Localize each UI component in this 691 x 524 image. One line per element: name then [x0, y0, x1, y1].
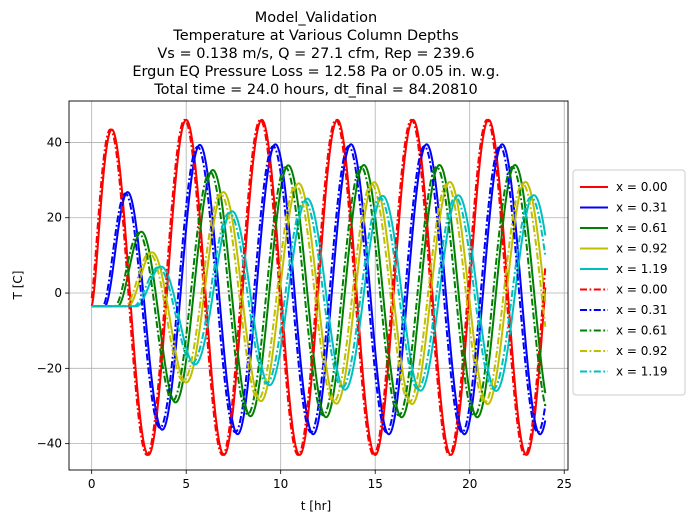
legend-entry-label: x = 0.92 — [616, 242, 668, 256]
series-lines — [90, 118, 547, 456]
plot-frame — [68, 100, 569, 471]
title-line-1: Model_Validation — [255, 10, 377, 26]
series-line-0 — [90, 118, 547, 456]
series-line-8 — [91, 182, 547, 404]
x-axis-ticks: 0 5 10 15 20 25 — [88, 470, 572, 491]
legend-entry-label: x = 0.00 — [616, 180, 668, 194]
y-tick-label: −40 — [37, 437, 62, 451]
legend-entry-label: x = 0.61 — [616, 324, 668, 338]
legend: x = 0.00 x = 0.31 x = 0.61 x = 0.92 x = 1.19… — [572, 169, 686, 396]
title-line-5: Total time = 24.0 hours, dt_final = 84.2… — [153, 82, 477, 98]
x-tick-label: 20 — [462, 477, 477, 491]
x-tick-label: 0 — [88, 477, 96, 491]
title-line-3: Vs = 0.138 m/s, Q = 27.1 cfm, Rep = 239.… — [157, 46, 474, 62]
legend-entry-label: x = 1.19 — [616, 262, 668, 276]
x-tick-label: 10 — [273, 477, 288, 491]
title-line-2: Temperature at Various Column Depths — [172, 28, 458, 44]
x-tick-label: 5 — [182, 477, 190, 491]
x-tick-label: 25 — [557, 477, 572, 491]
x-tick-label: 15 — [368, 477, 383, 491]
y-tick-label: 20 — [47, 211, 62, 225]
series-line-3 — [91, 180, 547, 406]
legend-entry-label: x = 0.31 — [616, 303, 668, 317]
y-axis-ticks: −40 −20 0 20 40 — [37, 135, 69, 451]
legend-entry-label: x = 0.92 — [616, 344, 668, 358]
series-line-6 — [91, 145, 547, 434]
series-line-2 — [91, 164, 547, 419]
legend-entry-label: x = 1.19 — [616, 365, 668, 379]
legend-entry-label: x = 0.61 — [616, 221, 668, 235]
legend-entry-label: x = 0.31 — [616, 201, 668, 215]
legend-box — [572, 169, 686, 396]
chart-title: Model_Validation Temperature at Various … — [132, 10, 499, 98]
series-line-7 — [91, 165, 547, 417]
title-line-4: Ergun EQ Pressure Loss = 12.58 Pa or 0.0… — [132, 64, 499, 80]
series-line-1 — [91, 143, 547, 436]
legend-entry-label: x = 0.00 — [616, 283, 668, 297]
x-axis-label: t [hr] — [301, 499, 331, 513]
y-tick-label: 40 — [47, 135, 62, 149]
y-axis-label: T [C] — [11, 271, 25, 301]
y-tick-label: −20 — [37, 361, 62, 375]
y-tick-label: 0 — [54, 286, 62, 300]
series-line-9 — [91, 196, 547, 390]
series-line-5 — [90, 118, 547, 456]
